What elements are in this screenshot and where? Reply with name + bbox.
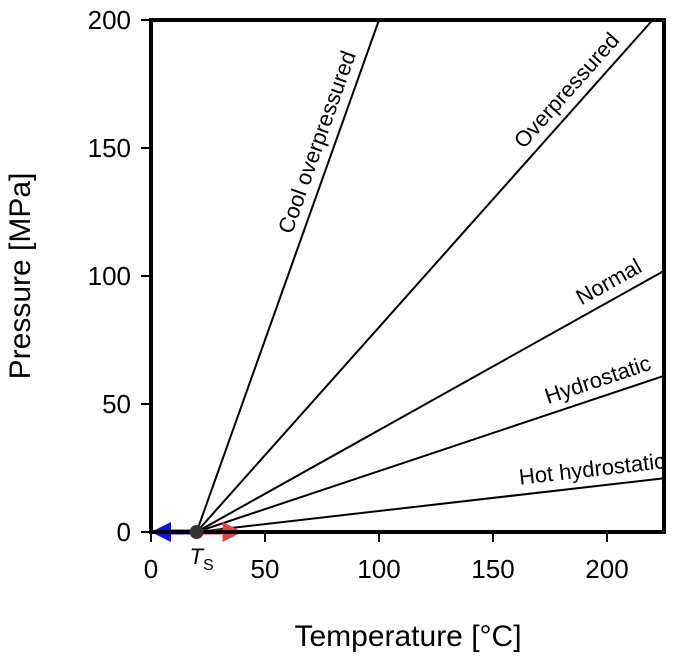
x-tick-label: 50	[251, 554, 280, 584]
plot-frame	[149, 18, 666, 534]
series-line	[196, 270, 665, 533]
series-label: Hot hydrostatic	[518, 448, 667, 490]
series-line	[196, 477, 665, 533]
series-label: Cool overpressured	[273, 48, 361, 237]
y-tick-label: 200	[88, 5, 131, 35]
series-label: Hydrostatic	[542, 350, 654, 409]
y-tick-label: 100	[88, 261, 131, 291]
x-axis-title: Temperature [°C]	[294, 620, 521, 653]
surface-point-label: TS	[190, 544, 214, 574]
y-tick-label: 50	[102, 389, 131, 419]
series-line	[195, 19, 654, 533]
x-tick-label: 0	[144, 554, 158, 584]
surface-point-symbol: T	[190, 544, 205, 569]
series-line	[195, 19, 380, 533]
y-axis-title: Pressure [MPa]	[4, 173, 37, 380]
series-line	[196, 374, 665, 533]
series-label: Overpressured	[509, 28, 624, 153]
x-tick-label: 200	[585, 554, 628, 584]
surface-point	[189, 525, 204, 539]
x-tick-label: 100	[357, 554, 400, 584]
y-tick-label: 150	[88, 133, 131, 163]
surface-point-subscript: S	[203, 557, 214, 574]
x-tick-label: 150	[471, 554, 514, 584]
y-tick-label: 0	[117, 517, 131, 547]
